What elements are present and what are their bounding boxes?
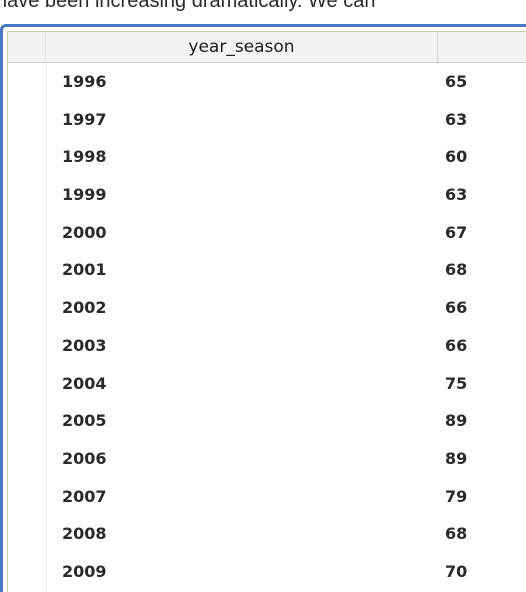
count-cell: 65 [445,72,468,91]
year-cell: 2003 [62,335,107,355]
table-row[interactable]: 2006 89 [8,439,526,478]
table-row[interactable]: 1996 65 [8,63,526,101]
count-cell: 68 [445,260,468,280]
row-index-header [8,32,46,62]
row-index-cell [8,251,47,290]
table-row[interactable]: 1997 63 [8,100,526,139]
results-table-frame: year_season 1996 65 1997 63 1998 60 [0,24,526,592]
row-index-cell [8,439,47,478]
table-row[interactable]: 1999 63 [8,176,526,214]
row-index-cell [8,402,47,440]
count-cell: 89 [445,448,468,468]
row-index-cell [8,477,47,516]
table-row[interactable]: 2001 68 [8,251,526,290]
row-index-cell [8,515,47,553]
column-header-year-season[interactable]: year_season [46,32,438,62]
table-row[interactable]: 2009 70 [8,552,526,591]
year-cell: 2002 [62,298,107,318]
row-index-cell [8,138,47,177]
year-cell: 2009 [62,561,107,581]
results-table[interactable]: year_season 1996 65 1997 63 1998 60 [7,31,526,592]
row-index-cell [8,100,47,139]
year-cell: 1997 [62,109,107,129]
year-cell: 2007 [62,486,107,506]
table-row[interactable]: 2003 66 [8,326,526,365]
table-row[interactable]: 2005 89 [8,402,526,440]
column-header-count[interactable] [438,32,526,62]
year-cell: 2000 [62,222,107,242]
row-index-cell [8,289,47,327]
count-cell: 68 [445,524,468,544]
year-cell: 1996 [62,72,107,91]
year-cell: 2006 [62,448,107,468]
count-cell: 75 [445,373,468,393]
year-cell: 2005 [62,411,107,431]
table-row[interactable]: 2000 67 [8,213,526,252]
row-index-cell [8,364,47,403]
row-index-cell [8,326,47,365]
count-cell: 63 [445,109,468,129]
table-row[interactable]: 2002 66 [8,289,526,327]
count-cell: 67 [445,222,468,242]
table-header-row: year_season [8,32,526,63]
row-index-cell [8,213,47,252]
table-row[interactable]: 1998 60 [8,138,526,177]
count-cell: 79 [445,486,468,506]
table-row[interactable]: 2007 79 [8,477,526,516]
year-cell: 2008 [62,524,107,544]
table-row[interactable]: 2008 68 [8,515,526,553]
count-cell: 66 [445,298,468,318]
row-index-cell [8,63,47,101]
row-index-cell [8,176,47,214]
count-cell: 70 [445,561,468,581]
year-cell: 1998 [62,147,107,167]
table-body: 1996 65 1997 63 1998 60 1999 63 [8,63,526,591]
count-cell: 63 [445,185,468,205]
year-cell: 1999 [62,185,107,205]
year-cell: 2001 [62,260,107,280]
count-cell: 60 [445,147,468,167]
intro-text: have been increasing dramatically. We ca… [0,0,376,12]
row-index-cell [8,552,47,591]
table-row[interactable]: 2004 75 [8,364,526,403]
count-cell: 66 [445,335,468,355]
count-cell: 89 [445,411,468,431]
year-cell: 2004 [62,373,107,393]
